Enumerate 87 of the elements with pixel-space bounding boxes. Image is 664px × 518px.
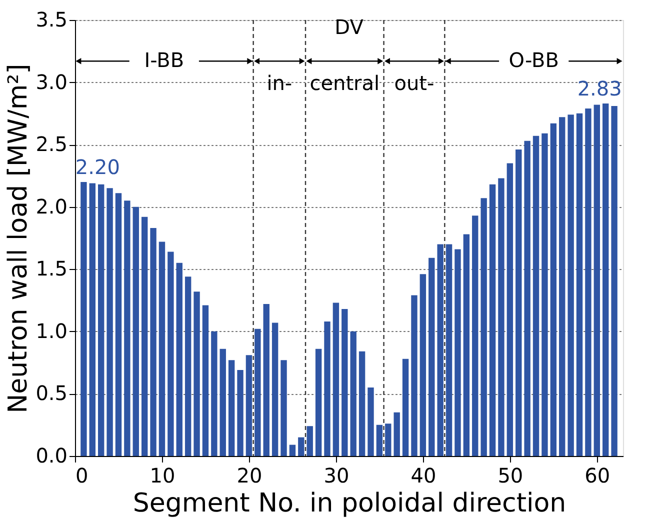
bar [463, 234, 470, 456]
y-tick-label: 2.0 [36, 194, 68, 218]
bar [89, 183, 96, 456]
bar [246, 355, 252, 456]
bar [550, 123, 557, 456]
bar [576, 113, 583, 456]
bar [124, 200, 130, 456]
bar [228, 360, 235, 456]
bar [376, 424, 383, 456]
bar [80, 182, 87, 456]
annotation: I-BB [144, 48, 184, 72]
bar [237, 370, 244, 456]
bar [446, 244, 452, 456]
bar [176, 262, 182, 456]
bar [289, 444, 296, 456]
bar [211, 331, 218, 456]
bar [342, 309, 348, 456]
x-tick-label: 50 [498, 464, 524, 488]
annotation: in- [266, 71, 292, 95]
bar [132, 206, 139, 456]
bar [402, 358, 409, 456]
annotation: central [310, 71, 380, 95]
bar [324, 321, 330, 456]
x-tick-label: 20 [236, 464, 262, 488]
bar [141, 216, 148, 456]
x-tick-label: 10 [150, 464, 176, 488]
data-label: 2.83 [577, 76, 622, 100]
bar [411, 295, 418, 456]
bar [368, 387, 374, 456]
y-tick-label: 1.5 [36, 256, 68, 281]
bar [611, 106, 618, 456]
annotation: out- [394, 71, 434, 95]
annotation: O-BB [508, 48, 559, 72]
bar [332, 302, 340, 456]
bar [306, 426, 313, 456]
bar [394, 412, 400, 456]
bar [184, 276, 192, 456]
y-tick-label: 0.0 [36, 444, 68, 468]
y-tick-label: 1.0 [36, 318, 68, 343]
bar [585, 108, 592, 456]
bar [542, 133, 548, 456]
y-tick-label: 3.5 [36, 8, 68, 32]
bar [150, 228, 156, 456]
data-label: 2.20 [75, 154, 120, 179]
y-tick-label: 3.0 [36, 70, 68, 94]
x-tick-label: 0 [76, 464, 88, 488]
y-tick-label: 0.5 [36, 381, 68, 406]
bar [472, 216, 478, 456]
bar [158, 242, 166, 456]
bar [516, 150, 522, 456]
bar [454, 249, 461, 456]
bar [420, 274, 426, 456]
bar [594, 104, 600, 456]
bar [350, 331, 356, 456]
bar [358, 351, 366, 456]
bar [194, 292, 200, 456]
bar [315, 348, 322, 456]
x-tick-label: 60 [584, 464, 610, 488]
bar [568, 114, 574, 456]
bar [263, 304, 270, 456]
x-tick-label: 40 [410, 464, 436, 488]
bar [272, 322, 278, 456]
y-tick-label: 2.5 [36, 132, 68, 156]
bar [220, 348, 226, 456]
bar [298, 437, 304, 456]
bar [498, 178, 504, 456]
bar [524, 140, 530, 456]
x-axis-title: Segment No. in poloidal direction [132, 488, 566, 518]
bar [506, 163, 514, 456]
bar [168, 252, 174, 456]
bar [428, 258, 435, 456]
bar [480, 198, 487, 456]
bar [559, 117, 566, 456]
bar [98, 184, 104, 456]
bar [254, 328, 261, 456]
bar [106, 188, 113, 456]
bar [602, 103, 609, 456]
bar [532, 136, 540, 456]
y-axis-title: Neutron wall load [MW/m²] [4, 64, 34, 414]
annotation: DV [334, 15, 364, 39]
bar [202, 305, 209, 456]
bar [489, 184, 496, 456]
bar [437, 244, 444, 456]
bar [385, 424, 392, 456]
x-tick-label: 30 [324, 464, 350, 488]
bar [280, 360, 287, 456]
bar [115, 193, 122, 456]
